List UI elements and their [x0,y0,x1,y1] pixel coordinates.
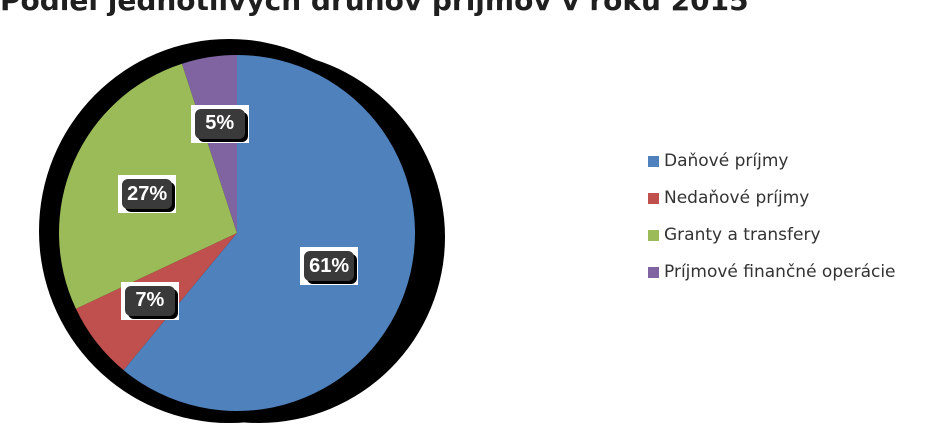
data-label-text: 5% [194,108,245,139]
pie-slice-danove-prijmy [123,55,416,411]
pie-slice-prijmove-financne-operacie [181,55,237,233]
legend: Daňové príjmy Nedaňové príjmy Granty a tra… [648,146,896,294]
legend-label: Granty a transfery [664,225,821,245]
legend-item-granty-a-transfery: Granty a transfery [648,220,896,250]
legend-label: Príjmové finančné operácie [664,262,896,282]
legend-item-prijmove-financne-operacie: Príjmové finančné operácie [648,257,896,287]
data-label-prijmove-financne-operacie: 5% [190,104,249,143]
chart-title: Podiel jednotlivých druhov príjmov v rok… [0,0,749,17]
data-label-nedanove-prijmy: 7% [120,281,179,320]
legend-swatch [648,155,659,167]
data-label-danove-prijmy: 61% [300,247,359,286]
data-label-text: 7% [124,285,175,316]
data-label-text: 27% [122,179,173,210]
legend-label: Daňové príjmy [664,151,789,171]
legend-item-danove-prijmy: Daňové príjmy [648,146,896,176]
legend-swatch [648,266,659,278]
data-label-text: 61% [304,251,355,282]
legend-swatch [648,192,659,204]
legend-label: Nedaňové príjmy [664,188,810,208]
legend-item-nedanove-prijmy: Nedaňové príjmy [648,183,896,213]
legend-swatch [648,229,659,241]
data-label-granty-a-transfery: 27% [118,175,177,214]
